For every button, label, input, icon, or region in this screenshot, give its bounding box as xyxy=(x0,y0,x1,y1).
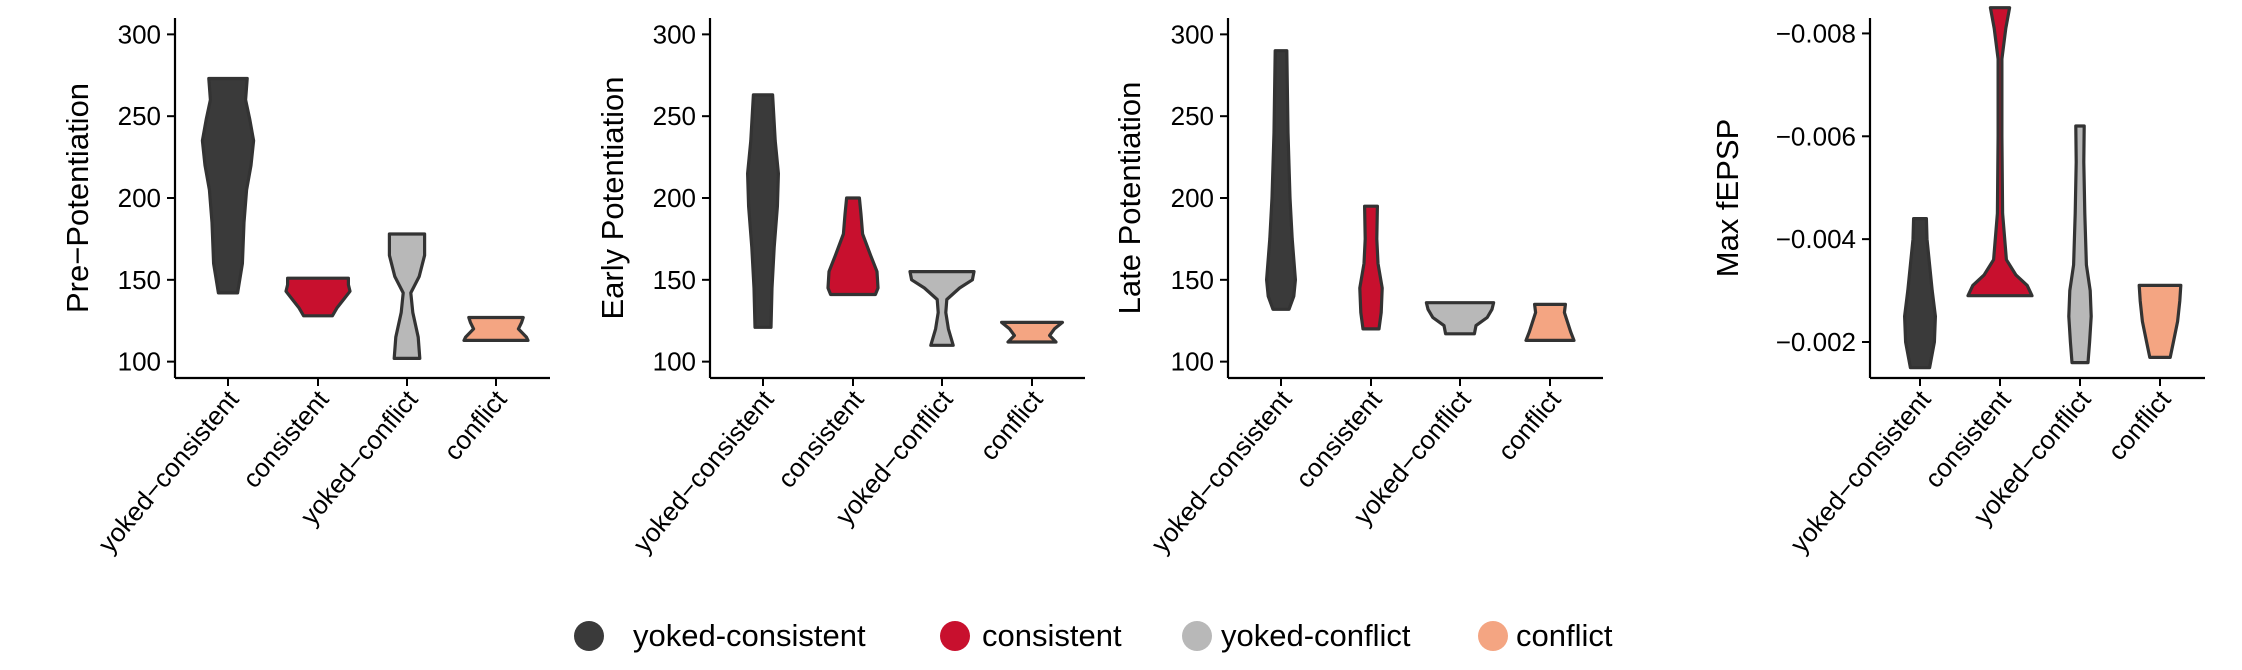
y-tick-label: −0.006 xyxy=(1776,121,1856,151)
y-tick-label: 300 xyxy=(653,19,696,49)
x-tick-label: yoked−consistent xyxy=(92,384,245,558)
violin-consistent xyxy=(1966,6,2034,298)
violin-consistent xyxy=(1358,204,1384,331)
violin-consistent xyxy=(826,196,880,297)
panel-2: 100 150 200 250 300 Early Potentiation yoked−c… xyxy=(595,18,1085,558)
y-tick-label: 250 xyxy=(1171,101,1214,131)
x-tick-label: conflict xyxy=(2102,384,2177,466)
y-tick-label: 200 xyxy=(1171,183,1214,213)
y-tick-label: 300 xyxy=(118,19,161,49)
legend-item-consistent: consistent xyxy=(940,618,1122,653)
x-tick-label: consistent xyxy=(771,384,870,494)
legend-swatch xyxy=(940,621,970,651)
y-axis-title: Early Potentiation xyxy=(595,77,630,320)
y-tick-label: −0.004 xyxy=(1776,224,1856,254)
violin-yoked-conflict xyxy=(387,232,427,360)
y-tick-label: 200 xyxy=(118,183,161,213)
x-tick-label: conflict xyxy=(974,384,1049,466)
y-tick-label: 150 xyxy=(653,265,696,295)
legend: yoked-consistent consistent yoked-conflict… xyxy=(574,618,1613,653)
y-tick-label: −0.008 xyxy=(1776,18,1856,48)
y-tick-label: 200 xyxy=(653,183,696,213)
violin-yoked-consistent xyxy=(746,93,780,329)
x-tick-label: consistent xyxy=(1289,384,1388,494)
y-tick-label: 100 xyxy=(1171,347,1214,377)
y-tick-label: −0.002 xyxy=(1776,327,1856,357)
legend-item-conflict: conflict xyxy=(1478,618,1613,653)
x-tick-label: conflict xyxy=(438,384,513,466)
y-tick-label: 250 xyxy=(653,101,696,131)
legend-item-yoked-conflict: yoked-conflict xyxy=(1182,618,1411,653)
x-tick-label: yoked−consistent xyxy=(627,384,780,558)
y-axis-title: Max fEPSP xyxy=(1710,119,1745,278)
x-tick-label: conflict xyxy=(1492,384,1567,466)
violin-yoked-consistent xyxy=(1265,49,1297,311)
y-tick-label: 150 xyxy=(118,265,161,295)
violin-consistent xyxy=(284,276,352,318)
violin-conflict xyxy=(1000,320,1064,344)
y-axis-title: Pre−Potentiation xyxy=(60,83,95,313)
legend-label: conflict xyxy=(1516,618,1613,653)
violin-yoked-conflict xyxy=(908,270,976,347)
violin-conflict xyxy=(1524,302,1576,342)
y-tick-label: 150 xyxy=(1171,265,1214,295)
y-tick-label: 300 xyxy=(1171,19,1214,49)
violin-conflict xyxy=(462,315,530,342)
y-tick-label: 100 xyxy=(118,347,161,377)
panel-4: −0.002 −0.004 −0.006 −0.008 Max fEPSP yoked−c… xyxy=(1710,6,2205,558)
x-tick-label: consistent xyxy=(236,384,335,494)
panel-3: 100 150 200 250 300 Late Potentiation yoked−co… xyxy=(1112,18,1603,558)
legend-item-yoked-consistent: yoked-consistent xyxy=(574,618,866,653)
legend-label: yoked-consistent xyxy=(633,618,866,653)
violin-yoked-conflict xyxy=(1424,301,1496,336)
x-tick-label: yoked−consistent xyxy=(1145,384,1298,558)
x-tick-label: yoked−consistent xyxy=(1784,384,1937,558)
y-axis-title: Late Potentiation xyxy=(1112,82,1147,315)
legend-swatch xyxy=(574,621,604,651)
legend-swatch xyxy=(1182,621,1212,651)
y-tick-label: 250 xyxy=(118,101,161,131)
legend-label: yoked-conflict xyxy=(1221,618,1411,653)
violin-yoked-conflict xyxy=(2067,124,2093,365)
legend-swatch xyxy=(1478,621,1508,651)
violin-conflict xyxy=(2137,283,2183,359)
violin-yoked-consistent xyxy=(200,76,256,295)
y-tick-label: 100 xyxy=(653,347,696,377)
legend-label: consistent xyxy=(982,618,1122,653)
violin-yoked-consistent xyxy=(1903,217,1937,370)
panel-1: 100 150 200 250 300 Pre−Potentiation yoked−con… xyxy=(60,18,550,558)
